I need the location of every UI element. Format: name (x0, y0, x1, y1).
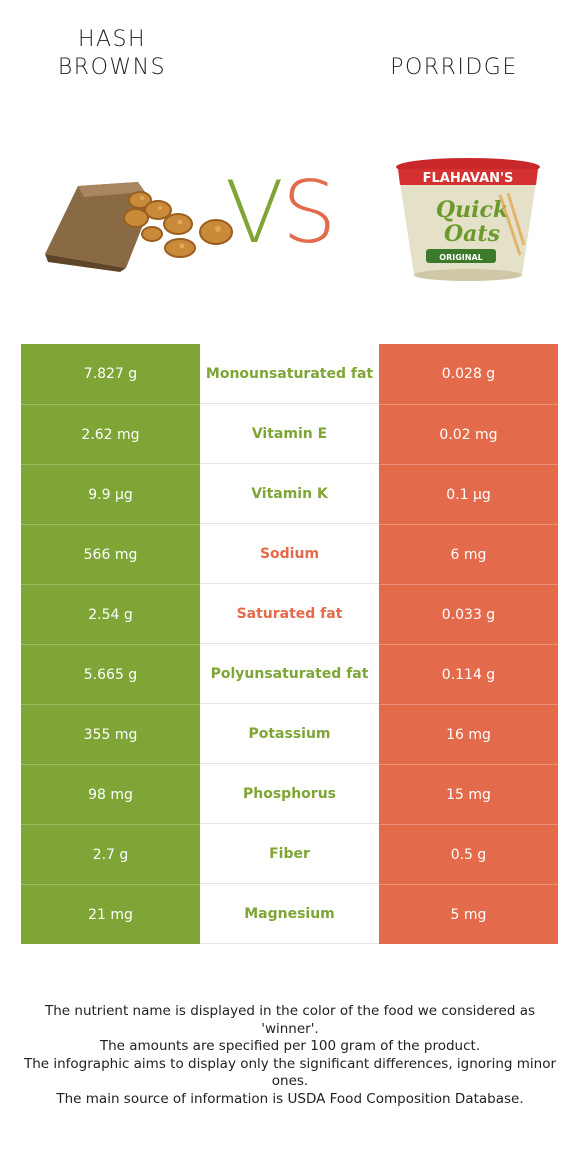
right-food-value: 6 mg (379, 524, 558, 584)
left-food-value: 5.665 g (21, 644, 200, 704)
nutrient-name: Sodium (200, 524, 379, 584)
vs-v-letter: V (225, 163, 284, 263)
footer-notes: The nutrient name is displayed in the co… (20, 1003, 560, 1108)
vs-s-letter: S (281, 163, 337, 263)
nutrient-name: Vitamin K (200, 464, 379, 524)
left-food-title-line1: HASH (77, 27, 147, 52)
left-food-value: 566 mg (21, 524, 200, 584)
left-food-value: 355 mg (21, 704, 200, 764)
porridge-image: FLAHAVAN'S Quick Oats ORIGINAL (396, 158, 540, 281)
nutrient-name: Vitamin E (200, 404, 379, 464)
left-food-value: 2.54 g (21, 584, 200, 644)
right-food-value: 0.02 mg (379, 404, 558, 464)
porridge-name-line2: Oats (444, 221, 500, 247)
left-food-value: 98 mg (21, 764, 200, 824)
footer-line-4: The main source of information is USDA F… (56, 1090, 524, 1107)
footer-line-1: The nutrient name is displayed in the co… (44, 1003, 536, 1037)
table-row: 355 mg Potassium 16 mg (21, 704, 558, 764)
left-food-value: 9.9 µg (21, 464, 200, 524)
left-food-value: 2.62 mg (21, 404, 200, 464)
right-food-value: 16 mg (379, 704, 558, 764)
right-food-value: 0.114 g (379, 644, 558, 704)
table-row: 2.7 g Fiber 0.5 g (21, 824, 558, 884)
table-row: 2.54 g Saturated fat 0.033 g (21, 584, 558, 644)
table-row: 98 mg Phosphorus 15 mg (21, 764, 558, 824)
right-food-value: 0.5 g (379, 824, 558, 884)
left-food-value: 7.827 g (21, 344, 200, 404)
comparison-table: 7.827 g Monounsaturated fat 0.028 g 2.62 mg… (21, 344, 558, 944)
right-food-value: 0.028 g (379, 344, 558, 404)
left-food-title: HASH BROWNS (22, 26, 202, 82)
nutrient-name: Saturated fat (200, 584, 379, 644)
porridge-variant: ORIGINAL (439, 253, 482, 262)
right-food-value: 15 mg (379, 764, 558, 824)
nutrient-name: Potassium (200, 704, 379, 764)
nutrient-name: Phosphorus (200, 764, 379, 824)
table-row: 7.827 g Monounsaturated fat 0.028 g (21, 344, 558, 404)
left-food-value: 2.7 g (21, 824, 200, 884)
footer-line-3: The infographic aims to display only the… (23, 1055, 557, 1090)
nutrient-name: Magnesium (200, 884, 379, 944)
table-row: 9.9 µg Vitamin K 0.1 µg (21, 464, 558, 524)
right-food-value: 0.033 g (379, 584, 558, 644)
footer-line-2: The amounts are specified per 100 gram o… (99, 1038, 481, 1054)
nutrient-name: Fiber (200, 824, 379, 884)
table-row: 566 mg Sodium 6 mg (21, 524, 558, 584)
table-row: 5.665 g Polyunsaturated fat 0.114 g (21, 644, 558, 704)
hash-browns-image (45, 182, 233, 272)
porridge-name-line1: Quick (436, 197, 508, 223)
left-food-title-line2: BROWNS (57, 55, 167, 80)
left-food-value: 21 mg (21, 884, 200, 944)
right-food-title: PORRIDGE (390, 55, 518, 80)
table-row: 2.62 mg Vitamin E 0.02 mg (21, 404, 558, 464)
right-food-value: 0.1 µg (379, 464, 558, 524)
right-food-value: 5 mg (379, 884, 558, 944)
nutrient-name: Polyunsaturated fat (200, 644, 379, 704)
nutrient-name: Monounsaturated fat (200, 344, 379, 404)
porridge-brand: FLAHAVAN'S (423, 171, 514, 186)
vs-label: VS (225, 168, 355, 258)
table-row: 21 mg Magnesium 5 mg (21, 884, 558, 944)
